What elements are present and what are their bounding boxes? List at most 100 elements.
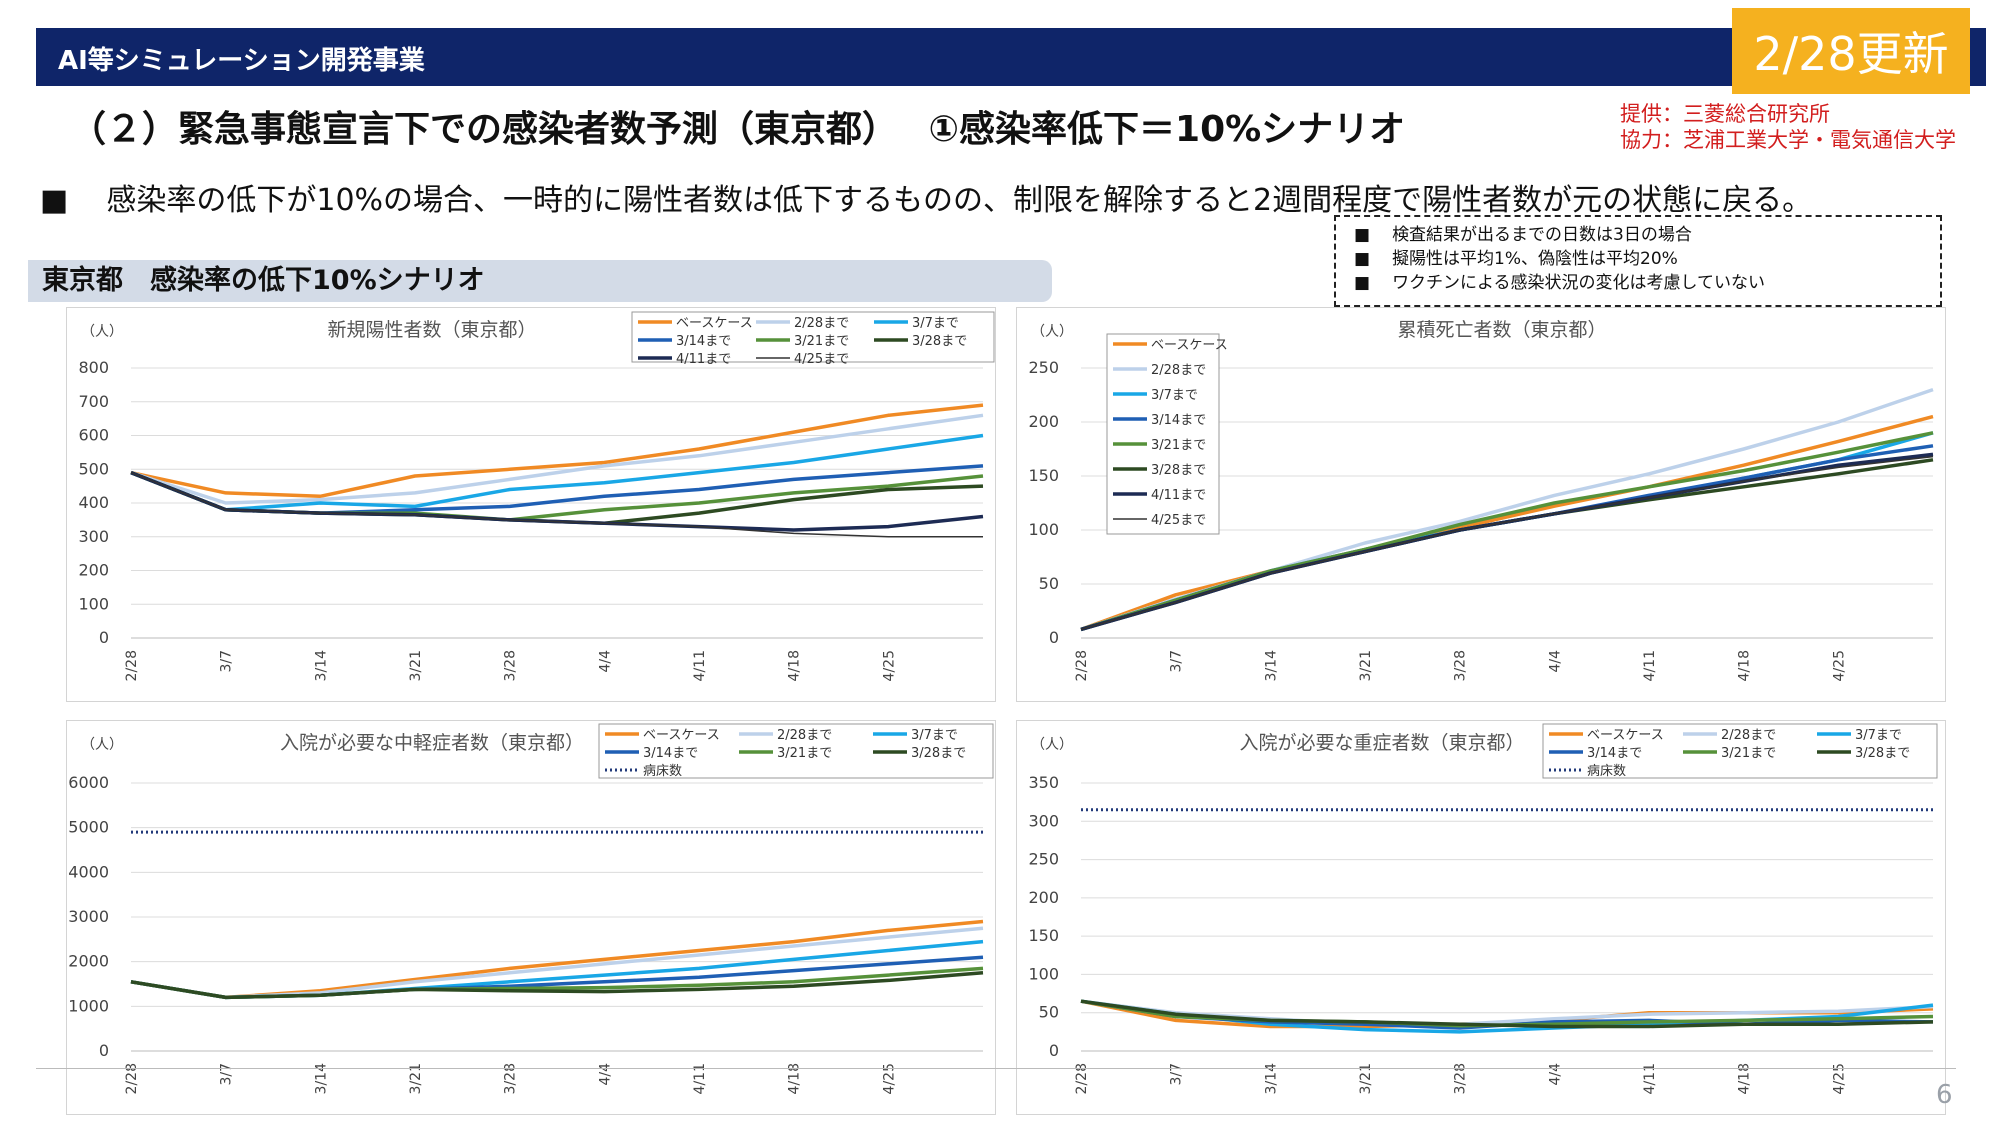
x-tick-label: 3/14	[1263, 650, 1279, 682]
chart-new-positives-svg: 新規陽性者数（東京都） （人） 0 100 200 300 400 500 600 700 800 2…	[78, 311, 995, 682]
legend-label: 3/14まで	[676, 334, 731, 349]
legend-label: ベースケース	[1587, 728, 1664, 743]
legend-label: 2/28まで	[1721, 728, 1776, 743]
x-tick-label: 4/4	[1547, 1063, 1563, 1086]
x-tick-label: 2/28	[124, 1063, 140, 1094]
y-tick-label: 2000	[68, 952, 109, 971]
legend-label: 3/21まで	[1721, 746, 1776, 761]
x-tick-label: 3/21	[1358, 1063, 1374, 1094]
page-title: （２）緊急事態宣言下での感染者数予測（東京都） ①感染率低下＝10%シナリオ	[70, 109, 1406, 150]
legend-label: 4/11まで	[1151, 488, 1206, 503]
series-line	[130, 413, 984, 505]
x-tick-label: 3/7	[1169, 1063, 1185, 1086]
y-tick-label: 0	[99, 628, 109, 647]
x-tick-label: 4/18	[1737, 1063, 1753, 1094]
y-tick-label: 800	[78, 358, 109, 377]
note-text: 検査結果が出るまでの日数は3日の場合	[1392, 225, 1692, 245]
chart-title: 新規陽性者数（東京都）	[327, 319, 536, 341]
y-axis-unit: （人）	[1031, 324, 1073, 340]
legend-label: 2/28まで	[794, 316, 849, 331]
x-tick-label: 4/11	[1642, 650, 1658, 681]
chart-title: 累積死亡者数（東京都）	[1397, 319, 1606, 341]
legend-label: ベースケース	[1151, 338, 1228, 353]
y-tick-label: 600	[78, 426, 109, 445]
legend-label: 3/28まで	[912, 334, 967, 349]
y-tick-label: 50	[1039, 574, 1059, 593]
y-tick-label: 100	[1028, 520, 1059, 539]
legend-label: 3/21まで	[777, 746, 832, 761]
x-tick-label: 4/11	[692, 650, 708, 681]
legend-label: 3/7まで	[911, 728, 958, 743]
chart-severe-inpatients: 入院が必要な重症者数（東京都） （人） 0 50 100 150 200 250 300 350 2…	[1016, 720, 1946, 1115]
y-axis-unit: （人）	[81, 737, 123, 753]
legend-box	[631, 311, 995, 363]
x-tick-label: 3/14	[313, 650, 329, 682]
note-text: ワクチンによる感染状況の変化は考慮していない	[1392, 273, 1766, 293]
credit-provider: 提供：三菱総合研究所	[1620, 102, 1830, 126]
x-tick-label: 3/21	[408, 1063, 424, 1094]
x-tick-label: 3/7	[219, 1063, 235, 1086]
x-tick-label: 4/25	[1831, 650, 1847, 681]
note-item: ■ ワクチンによる感染状況の変化は考慮していない	[1354, 271, 1930, 295]
y-axis-unit: （人）	[81, 324, 123, 340]
y-tick-label: 350	[1028, 773, 1059, 792]
y-tick-label: 4000	[68, 862, 109, 881]
y-tick-label: 150	[1028, 926, 1059, 945]
credit-cooperation: 協力：芝浦工業大学・電気通信大学	[1620, 128, 1956, 152]
summary-bullet: ■	[40, 183, 69, 218]
legend-label: 3/14まで	[1151, 413, 1206, 428]
chart-title: 入院が必要な重症者数（東京都）	[1239, 732, 1524, 754]
x-tick-label: 3/14	[313, 1063, 329, 1095]
series-line	[130, 470, 984, 522]
y-tick-label: 100	[1028, 964, 1059, 983]
y-tick-label: 0	[1049, 1041, 1059, 1060]
chart-severe-inpatients-svg: 入院が必要な重症者数（東京都） （人） 0 50 100 150 200 250 300 350 2…	[1028, 723, 1938, 1095]
x-tick-label: 4/4	[1547, 650, 1563, 673]
series-line	[130, 403, 984, 499]
x-tick-label: 2/28	[124, 650, 140, 681]
y-tick-label: 1000	[68, 996, 109, 1015]
y-tick-label: 200	[1028, 412, 1059, 431]
note-text: 擬陽性は平均1%、偽陰性は平均20%	[1392, 249, 1678, 269]
y-tick-label: 5000	[68, 818, 109, 837]
x-tick-label: 4/25	[1831, 1063, 1847, 1094]
legend-label: 3/7まで	[912, 316, 959, 331]
footer-divider	[36, 1068, 1956, 1069]
y-tick-label: 700	[78, 392, 109, 411]
legend-label: 3/7まで	[1855, 728, 1902, 743]
section-label: 東京都 感染率の低下10%シナリオ	[28, 260, 1052, 302]
x-tick-label: 3/28	[1453, 650, 1469, 681]
series-line	[1080, 999, 1934, 1029]
series-line	[1080, 431, 1934, 632]
summary: ■ 感染率の低下が10%の場合、一時的に陽性者数は低下するものの、制限を解除すると…	[40, 175, 1812, 219]
x-tick-label: 3/14	[1263, 1063, 1279, 1095]
x-tick-label: 4/11	[1642, 1063, 1658, 1094]
series-line	[1080, 414, 1934, 632]
y-tick-label: 100	[78, 594, 109, 613]
legend-label: 3/14まで	[643, 746, 698, 761]
x-tick-label: 3/7	[1169, 650, 1185, 673]
x-tick-label: 3/7	[219, 650, 235, 673]
y-tick-label: 3000	[68, 907, 109, 926]
x-tick-label: 2/28	[1074, 650, 1090, 681]
legend-label: 3/28まで	[1855, 746, 1910, 761]
legend-label: ベースケース	[643, 728, 720, 743]
series-line	[130, 433, 984, 512]
chart-cumulative-deaths-svg: 累積死亡者数（東京都） （人） 0 50 100 150 200 250 2/28 3/7 3/14…	[1028, 319, 1934, 682]
legend-label: 3/21まで	[794, 334, 849, 349]
x-tick-label: 4/18	[1737, 650, 1753, 681]
note-bullet: ■	[1354, 273, 1371, 293]
header-title: AI等シミュレーション開発事業	[58, 46, 425, 76]
chart-new-positives: 新規陽性者数（東京都） （人） 0 100 200 300 400 500 600 700 800 2…	[66, 307, 996, 702]
y-tick-label: 500	[78, 459, 109, 478]
chart-cumulative-deaths: 累積死亡者数（東京都） （人） 0 50 100 150 200 250 2/28 3/7 3/14…	[1016, 307, 1946, 702]
legend-label: 3/28まで	[1151, 463, 1206, 478]
x-tick-label: 4/18	[787, 650, 803, 681]
chart-title: 入院が必要な中軽症者数（東京都）	[280, 732, 584, 754]
legend-label: ベースケース	[676, 316, 753, 331]
legend-label: 4/11まで	[676, 352, 731, 367]
legend-label: 3/28まで	[911, 746, 966, 761]
header-bar	[36, 28, 1986, 86]
y-tick-label: 400	[78, 493, 109, 512]
x-tick-label: 4/25	[881, 650, 897, 681]
